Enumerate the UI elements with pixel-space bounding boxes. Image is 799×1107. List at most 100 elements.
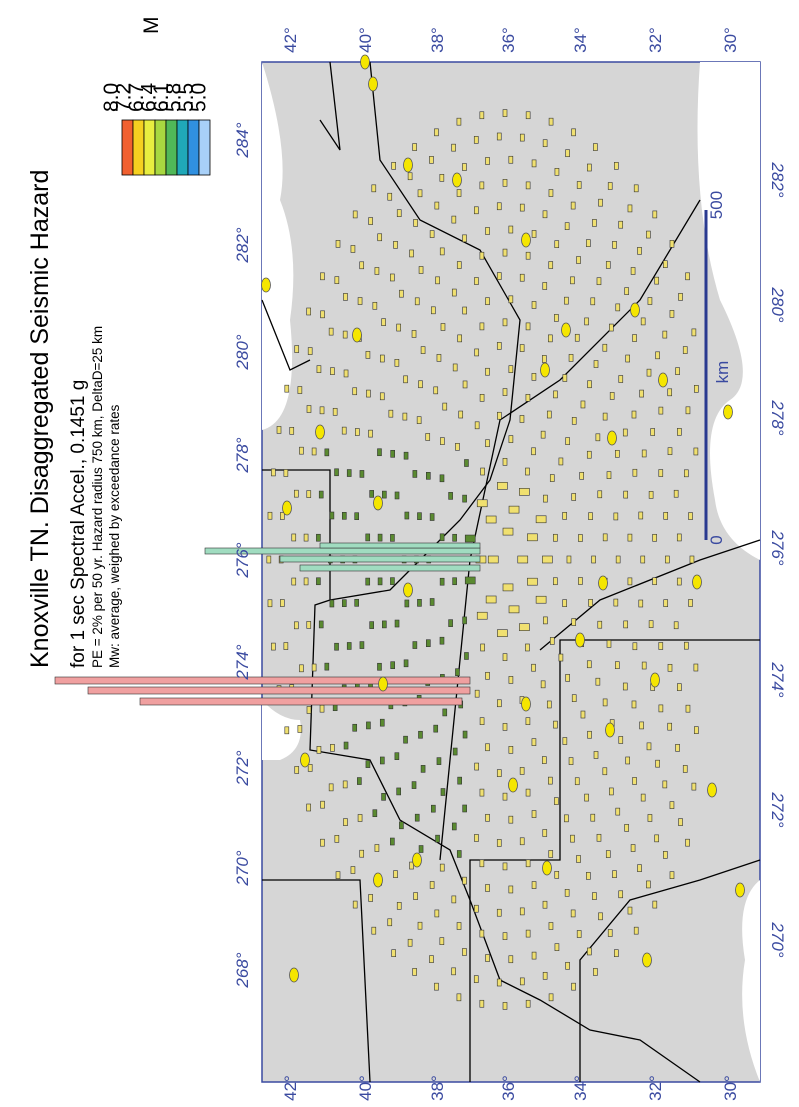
hazard-box: [404, 660, 408, 667]
hazard-box: [587, 661, 591, 668]
hazard-box: [452, 896, 456, 903]
hazard-box: [378, 578, 382, 585]
hazard-box: [285, 385, 289, 392]
hazard-box: [563, 738, 567, 745]
hazard-box: [358, 814, 362, 821]
label: Knoxville TN. Disaggregated Seismic Haza…: [26, 170, 54, 668]
hazard-box: [410, 250, 414, 257]
hazard-box: [655, 277, 659, 284]
hazard-box: [412, 782, 416, 789]
hazard-box: [435, 910, 439, 917]
hazard-box: [486, 814, 490, 821]
hazard-box: [497, 630, 507, 637]
hazard-box: [520, 134, 524, 141]
hazard-box: [477, 612, 487, 619]
hazard-box: [588, 381, 592, 388]
hazard-box: [434, 983, 438, 990]
hazard-box: [586, 872, 590, 879]
hazard-box: [419, 846, 423, 853]
hazard-box: [360, 642, 364, 649]
hazard-box: [421, 765, 425, 772]
hazard-box: [619, 376, 623, 383]
hazard-box: [567, 556, 571, 563]
hazard-box: [526, 252, 530, 259]
hazard-box: [497, 839, 501, 846]
city: [404, 158, 413, 172]
city: [509, 778, 518, 792]
hazard-box: [616, 808, 620, 815]
hazard-box: [532, 373, 536, 380]
hazard-box: [457, 922, 461, 929]
hazard-box: [486, 298, 490, 305]
hazard-box: [683, 347, 687, 354]
hazard-box: [628, 534, 632, 541]
hazard-box: [634, 185, 638, 192]
hazard-box: [655, 835, 659, 842]
hazard-box: [543, 972, 547, 979]
hazard-box: [555, 944, 559, 951]
hazard-box: [589, 513, 593, 520]
hazard-box: [509, 296, 513, 303]
hazard-box: [542, 757, 546, 764]
hazard-box: [663, 851, 667, 858]
hazard-box: [575, 334, 579, 341]
hazard-box: [603, 768, 607, 775]
hazard-box: [307, 308, 311, 315]
hazard-box: [646, 881, 650, 888]
hazard-box: [509, 226, 513, 233]
hazard-box: [366, 722, 370, 729]
hazard-box: [520, 204, 524, 211]
hazard-box: [606, 261, 610, 268]
hazard-box: [440, 938, 444, 945]
hazard-box: [299, 447, 303, 454]
city: [736, 883, 745, 897]
hazard-box: [458, 335, 462, 342]
hazard-box: [503, 179, 507, 186]
hazard-box: [268, 512, 272, 519]
city: [361, 55, 370, 69]
hazard-box: [295, 766, 299, 773]
legend-swatch: [133, 120, 144, 175]
hazard-box: [609, 324, 613, 331]
hazard-box: [668, 723, 672, 730]
hazard-box: [663, 781, 667, 788]
hazard-box: [580, 472, 584, 479]
hazard-box: [388, 193, 392, 200]
hazard-box: [382, 491, 386, 498]
hazard-box: [455, 669, 459, 676]
hazard-box: [633, 469, 637, 476]
label: 278°: [233, 437, 252, 473]
hazard-box: [343, 819, 347, 826]
hazard-box: [342, 600, 346, 607]
hazard-box: [641, 794, 645, 801]
hazard-box: [503, 723, 507, 730]
label: for 1 sec Spectral Accel., 0.1451 g: [68, 380, 89, 668]
hazard-box: [509, 816, 513, 823]
hazard-box: [549, 118, 553, 125]
hazard-box: [414, 893, 418, 900]
hazard-box: [664, 600, 668, 607]
hazard-box: [555, 168, 559, 175]
hazard-box: [317, 366, 321, 373]
hazard-box: [485, 368, 489, 375]
hazard-box: [559, 458, 563, 465]
hazard-box: [390, 578, 394, 585]
hazard-box: [295, 346, 299, 353]
hazard-box: [343, 331, 347, 338]
label: 36°: [499, 27, 518, 53]
hazard-box: [668, 448, 672, 455]
hazard-box: [475, 422, 479, 429]
hazard-box: [485, 672, 489, 679]
bar: [55, 677, 470, 684]
hazard-box: [405, 600, 409, 607]
hazard-box: [503, 458, 507, 465]
label: 282°: [233, 227, 252, 263]
hazard-box: [390, 534, 394, 541]
hazard-box: [659, 470, 663, 477]
hazard-box: [542, 556, 552, 563]
hazard-box: [271, 469, 275, 476]
label: 276°: [768, 529, 787, 565]
hazard-box: [599, 913, 603, 920]
legend-swatch: [166, 120, 177, 175]
hazard-box: [344, 370, 348, 377]
